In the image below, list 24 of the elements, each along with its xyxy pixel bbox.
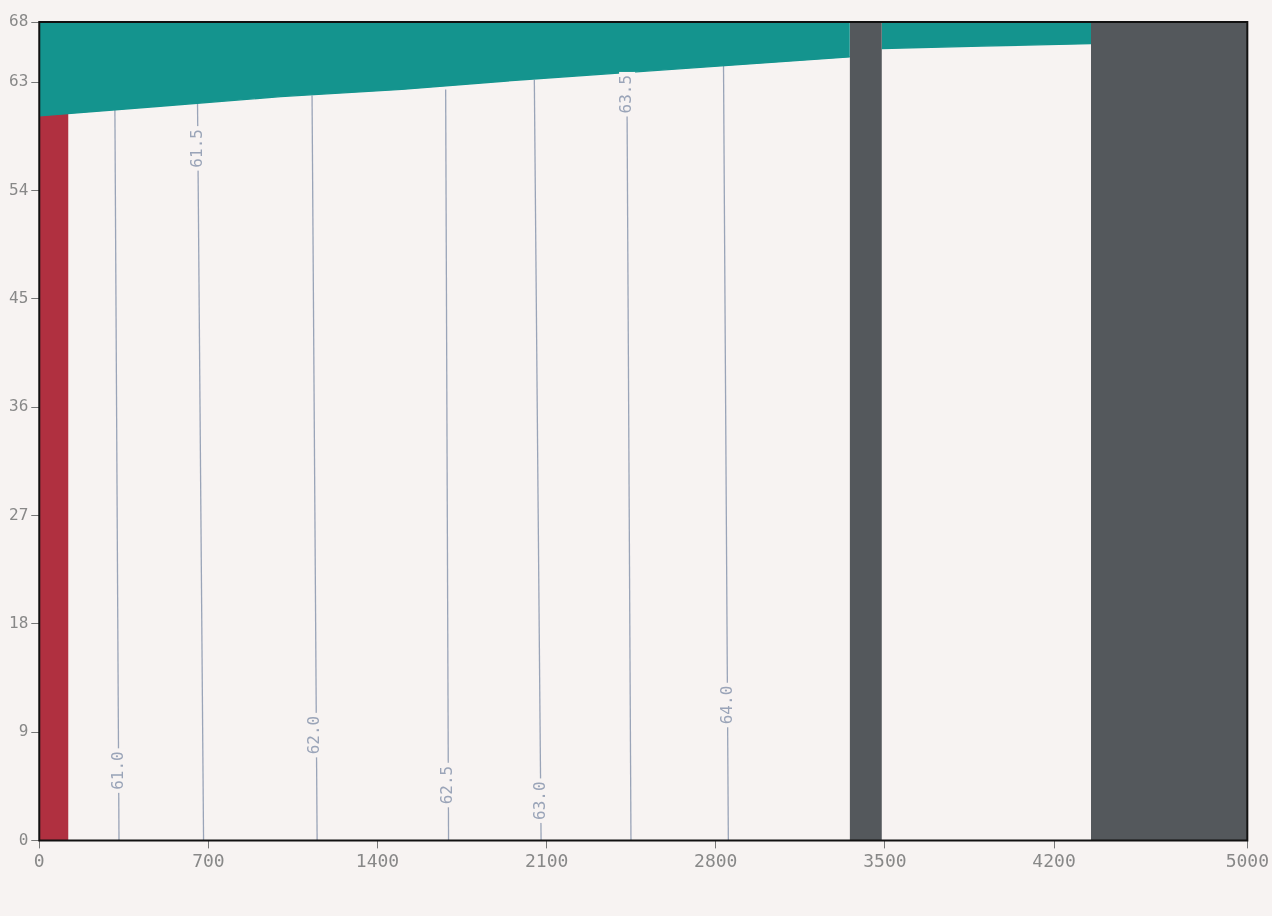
annotation: 62.5 [436,765,456,805]
x-tick-label: 1400 [355,849,400,871]
y-tick-label: 0 [18,829,29,849]
y-tick-label: 36 [9,396,29,416]
annotation: 61.0 [107,751,127,790]
x-tick-label: 3500 [863,849,907,871]
x-tick-label: 2800 [694,849,738,871]
y-tick-label: 27 [9,504,29,524]
annotation: 61.5 [187,129,207,168]
x-tick-label: 0 [33,849,45,871]
x-tick-label: 4200 [1032,849,1076,871]
y-tick-label: 9 [18,721,29,741]
y-tick-label: 45 [9,287,29,307]
x-tick-label: 700 [192,849,225,871]
y-tick-label: 18 [9,612,29,632]
y-tick-label: 54 [9,179,29,199]
annotation: 63.0 [529,781,549,820]
x-tick-label: 5000 [1225,849,1270,871]
annotation: 63.5 [616,74,636,114]
annotation: 64.0 [716,685,736,725]
y-tick-label: 63 [9,71,29,91]
x-tick-label: 2100 [524,849,569,871]
y-tick-label: 68 [9,11,29,31]
annotation: 62.0 [304,715,324,755]
